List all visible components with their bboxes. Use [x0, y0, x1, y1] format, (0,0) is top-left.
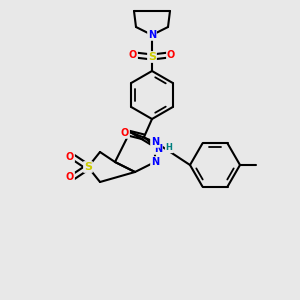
Text: O: O: [66, 172, 74, 182]
Text: N: N: [154, 144, 162, 154]
Text: O: O: [66, 152, 74, 162]
Text: S: S: [84, 162, 92, 172]
Text: H: H: [166, 143, 172, 152]
Text: O: O: [167, 50, 175, 60]
Text: N: N: [151, 157, 159, 167]
Text: S: S: [148, 52, 156, 62]
Text: O: O: [129, 50, 137, 60]
Text: N: N: [148, 30, 156, 40]
Text: N: N: [151, 137, 159, 147]
Text: O: O: [121, 128, 129, 138]
